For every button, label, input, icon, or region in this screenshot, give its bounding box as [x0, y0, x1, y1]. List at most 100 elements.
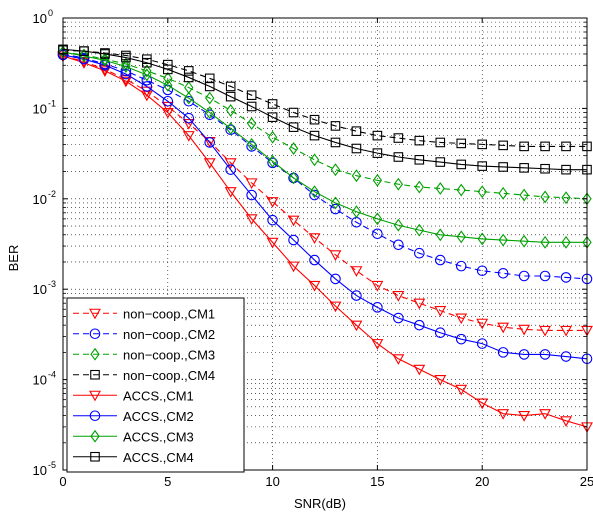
data-point	[309, 189, 320, 201]
data-point	[477, 185, 487, 199]
legend-label: non−coop.,CM3	[123, 347, 215, 362]
data-point	[288, 171, 299, 185]
series-line	[62, 49, 587, 147]
data-point	[476, 318, 489, 330]
data-point	[497, 347, 509, 358]
data-point	[225, 81, 236, 92]
y-tick-exponent: 0	[48, 8, 53, 18]
data-point	[456, 138, 467, 149]
data-point	[288, 122, 299, 132]
data-point	[287, 261, 300, 273]
data-point	[455, 384, 468, 396]
data-point	[309, 254, 320, 266]
data-point	[309, 114, 320, 125]
legend-label: ACCS.,CM3	[123, 429, 194, 444]
series-1	[57, 51, 593, 337]
series-7	[58, 45, 592, 249]
data-point	[434, 254, 446, 266]
data-point	[224, 187, 237, 198]
data-point	[497, 409, 510, 420]
data-point	[414, 223, 425, 237]
legend-marker	[89, 328, 101, 340]
data-point	[245, 214, 258, 225]
data-point	[456, 159, 467, 170]
data-point	[246, 90, 257, 100]
data-point	[539, 325, 552, 337]
data-point	[266, 197, 279, 208]
y-tick-label: 10	[33, 192, 47, 207]
data-point	[477, 232, 487, 246]
data-point	[455, 333, 467, 345]
data-point	[182, 118, 195, 130]
data-point	[540, 141, 550, 152]
data-point	[519, 234, 529, 248]
data-point	[288, 107, 299, 118]
data-point	[539, 409, 552, 420]
data-point	[435, 157, 446, 167]
data-point	[414, 155, 425, 165]
data-point	[371, 280, 384, 292]
y-tick-label: 10	[33, 11, 47, 26]
data-point	[287, 215, 300, 227]
data-point	[330, 203, 341, 215]
data-point	[560, 351, 572, 362]
data-point	[225, 91, 236, 102]
data-point	[163, 78, 173, 92]
data-point	[203, 158, 216, 169]
data-point	[330, 196, 341, 210]
data-point	[267, 99, 278, 109]
data-point	[246, 141, 257, 152]
series-8	[58, 44, 592, 175]
data-point	[183, 66, 194, 76]
data-point	[434, 327, 446, 339]
legend-box	[66, 297, 245, 473]
data-point	[519, 163, 529, 173]
data-point	[393, 177, 404, 191]
data-point	[435, 228, 445, 242]
data-point	[518, 411, 531, 422]
data-point	[121, 52, 131, 63]
y-tick-label: 10	[33, 101, 47, 116]
data-point	[308, 233, 321, 244]
data-point	[393, 312, 404, 324]
data-point	[540, 190, 550, 204]
data-point	[560, 416, 572, 427]
data-point	[371, 339, 384, 350]
data-point	[330, 273, 341, 285]
data-point	[518, 349, 530, 360]
data-point	[330, 121, 341, 131]
data-point	[414, 247, 425, 259]
data-point	[414, 319, 425, 331]
data-point	[246, 189, 257, 201]
data-point	[518, 324, 531, 336]
data-point	[435, 137, 446, 148]
data-point	[498, 162, 508, 172]
data-point	[497, 267, 509, 279]
data-point	[372, 228, 383, 240]
data-point	[413, 364, 426, 376]
data-point	[498, 186, 508, 200]
data-point	[79, 46, 89, 56]
data-point	[161, 101, 174, 113]
data-point	[142, 64, 152, 78]
data-point	[204, 109, 216, 121]
data-point	[246, 101, 257, 112]
data-point	[120, 68, 132, 80]
data-point	[267, 130, 278, 144]
data-point	[372, 148, 383, 158]
data-point	[392, 354, 405, 365]
data-point	[561, 235, 571, 249]
data-point	[498, 140, 508, 151]
data-point	[329, 250, 342, 261]
data-point	[456, 230, 466, 244]
data-point	[309, 185, 320, 199]
legend-marker	[90, 451, 100, 462]
legend-label: ACCS.,CM1	[123, 388, 194, 403]
data-point	[183, 112, 195, 124]
data-point	[184, 91, 194, 105]
x-tick-label: 10	[265, 474, 279, 489]
data-point	[393, 239, 404, 251]
legend-label: non−coop.,CM1	[123, 306, 215, 321]
data-point	[288, 234, 299, 246]
data-point	[434, 306, 447, 317]
